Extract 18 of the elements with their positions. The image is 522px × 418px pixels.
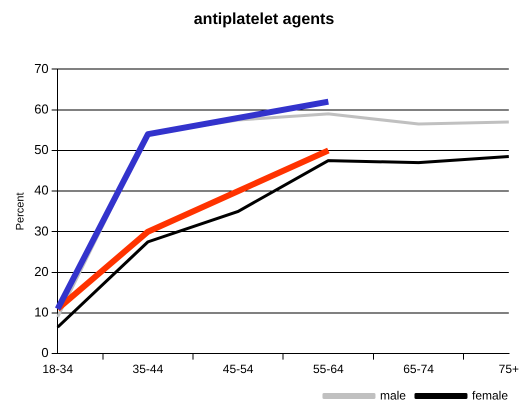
legend-label: female xyxy=(472,388,508,402)
x-tick-label: 75+ xyxy=(498,362,519,376)
chart-title: antiplatelet agents xyxy=(194,11,334,28)
legend-label: male xyxy=(380,388,406,402)
y-tick-label: 50 xyxy=(34,142,49,158)
y-tick-label: 70 xyxy=(34,60,49,76)
x-tick-label: 45-54 xyxy=(222,362,254,376)
y-axis-title: Percent xyxy=(14,192,27,230)
y-tick-label: 30 xyxy=(34,223,49,238)
y-tick-label: 10 xyxy=(34,304,49,320)
x-tick-label: 65-74 xyxy=(403,362,434,376)
x-tick-label: 18-34 xyxy=(42,362,74,376)
x-tick-label: 55-64 xyxy=(313,362,344,376)
y-tick-label: 40 xyxy=(34,182,49,198)
y-tick-label: 60 xyxy=(34,101,49,116)
y-tick-label: 20 xyxy=(34,264,49,279)
x-tick-label: 35-44 xyxy=(132,362,164,376)
y-tick-label: 0 xyxy=(41,345,49,360)
